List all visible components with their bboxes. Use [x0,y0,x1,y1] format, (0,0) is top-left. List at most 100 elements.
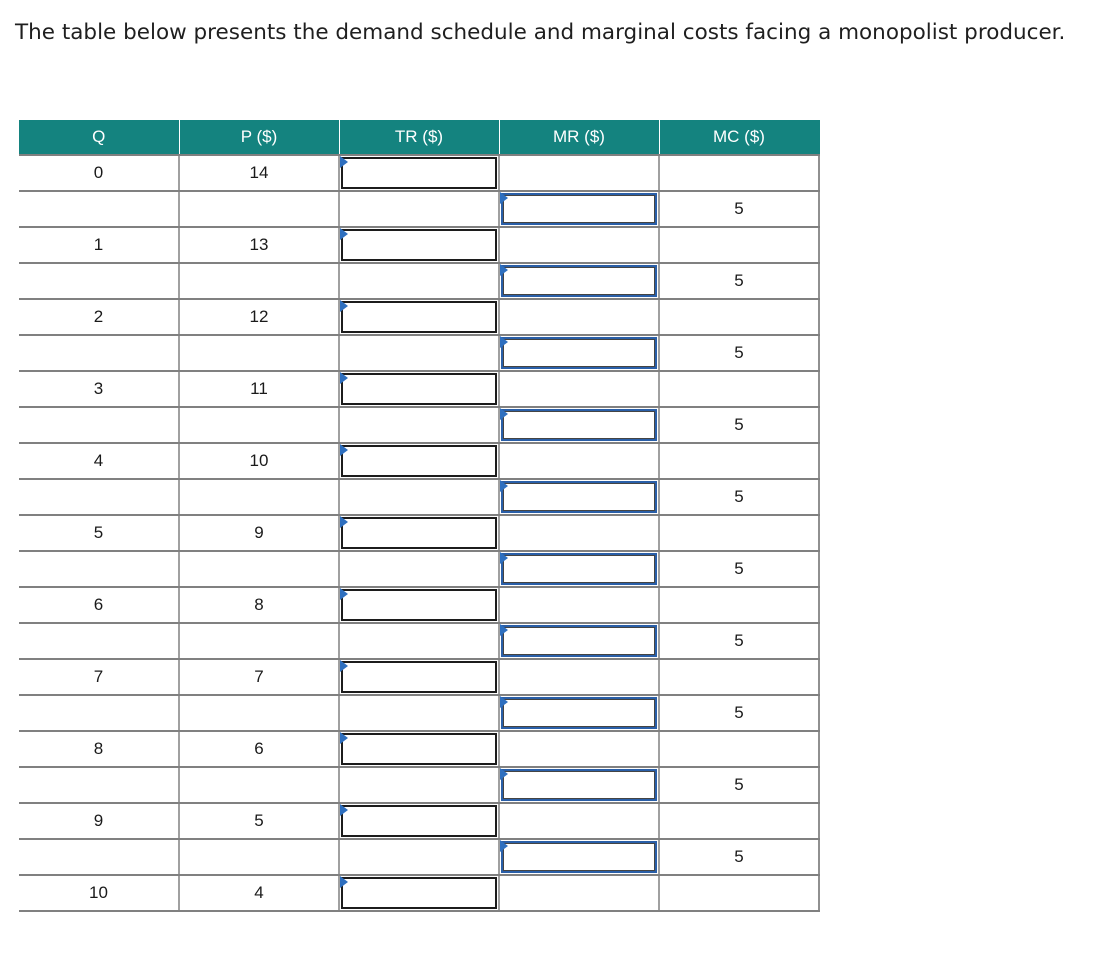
total-revenue-input[interactable] [341,301,497,333]
cell-quantity [19,551,180,588]
cell-quantity: 9 [19,803,180,840]
cell-marginal-cost [659,875,820,912]
cell-marginal-cost [659,443,820,480]
input-flag-icon [340,444,348,456]
cell-quantity: 1 [19,227,180,264]
marginal-revenue-input[interactable] [501,625,657,657]
marginal-revenue-input[interactable] [501,553,657,585]
total-revenue-input[interactable] [341,445,497,477]
table-row: 0 14 [19,155,820,192]
cell-total-revenue [339,443,500,480]
total-revenue-input[interactable] [341,661,497,693]
table-header-row: Q P ($) TR ($) MR ($) MC ($) [19,120,820,156]
header-marginal-revenue: MR ($) [499,120,660,156]
total-revenue-input[interactable] [341,373,497,405]
marginal-revenue-input[interactable] [501,481,657,513]
total-revenue-input[interactable] [341,805,497,837]
marginal-revenue-input[interactable] [501,697,657,729]
cell-marginal-revenue [499,155,660,192]
table-row: 5 [19,335,820,372]
cell-total-revenue [339,227,500,264]
input-flag-icon [500,336,508,348]
cell-marginal-cost: 5 [659,479,820,516]
input-flag-icon [500,768,508,780]
total-revenue-input[interactable] [341,517,497,549]
input-flag-icon [340,732,348,744]
cell-total-revenue [339,407,500,444]
cell-total-revenue [339,515,500,552]
cell-total-revenue [339,479,500,516]
cell-total-revenue [339,839,500,876]
cell-price: 8 [179,587,340,624]
marginal-revenue-input[interactable] [501,841,657,873]
cell-marginal-revenue [499,407,660,444]
cell-quantity: 2 [19,299,180,336]
table-row: 5 [19,263,820,300]
cell-quantity [19,191,180,228]
question-prompt: The table below presents the demand sche… [15,20,1066,45]
table-row: 5 [19,407,820,444]
cell-price: 11 [179,371,340,408]
cell-total-revenue [339,875,500,912]
cell-total-revenue [339,767,500,804]
header-total-revenue: TR ($) [339,120,500,156]
cell-price: 10 [179,443,340,480]
cell-total-revenue [339,623,500,660]
cell-marginal-cost [659,587,820,624]
marginal-revenue-input[interactable] [501,193,657,225]
cell-quantity [19,335,180,372]
total-revenue-input[interactable] [341,229,497,261]
marginal-revenue-input[interactable] [501,337,657,369]
cell-price: 7 [179,659,340,696]
input-flag-icon [500,624,508,636]
cell-price [179,335,340,372]
cell-marginal-revenue [499,479,660,516]
cell-marginal-cost: 5 [659,767,820,804]
cell-marginal-revenue [499,443,660,480]
cell-price [179,695,340,732]
cell-quantity: 6 [19,587,180,624]
table-row: 3 11 [19,371,820,408]
input-flag-icon [340,660,348,672]
input-flag-icon [500,552,508,564]
cell-price [179,767,340,804]
cell-marginal-cost [659,659,820,696]
cell-marginal-revenue [499,515,660,552]
table-row: 4 10 [19,443,820,480]
cell-quantity [19,623,180,660]
cell-quantity [19,263,180,300]
cell-price: 9 [179,515,340,552]
marginal-revenue-input[interactable] [501,409,657,441]
input-flag-icon [500,840,508,852]
cell-quantity [19,695,180,732]
total-revenue-input[interactable] [341,733,497,765]
cell-total-revenue [339,263,500,300]
cell-quantity: 3 [19,371,180,408]
total-revenue-input[interactable] [341,877,497,909]
cell-marginal-revenue [499,371,660,408]
cell-quantity: 7 [19,659,180,696]
cell-marginal-revenue [499,299,660,336]
demand-schedule-table: Q P ($) TR ($) MR ($) MC ($) 0 14 5 1 13 5 2 12… [19,120,820,912]
input-flag-icon [340,228,348,240]
table-row: 2 12 [19,299,820,336]
cell-marginal-revenue [499,839,660,876]
cell-total-revenue [339,803,500,840]
marginal-revenue-input[interactable] [501,769,657,801]
cell-marginal-revenue [499,695,660,732]
cell-total-revenue [339,551,500,588]
cell-quantity: 4 [19,443,180,480]
cell-marginal-revenue [499,659,660,696]
total-revenue-input[interactable] [341,157,497,189]
marginal-revenue-input[interactable] [501,265,657,297]
cell-marginal-revenue [499,227,660,264]
table-row: 10 4 [19,875,820,912]
cell-price: 12 [179,299,340,336]
total-revenue-input[interactable] [341,589,497,621]
cell-price [179,263,340,300]
cell-marginal-cost [659,515,820,552]
cell-price: 14 [179,155,340,192]
